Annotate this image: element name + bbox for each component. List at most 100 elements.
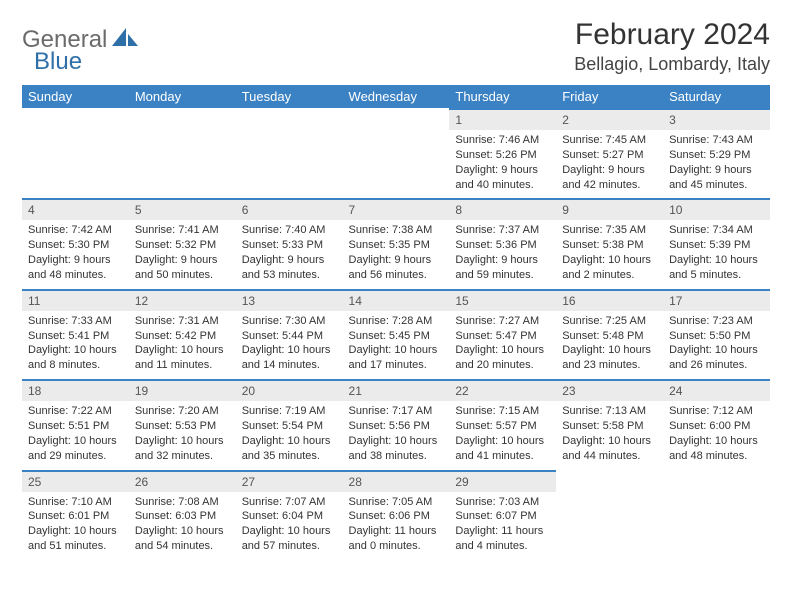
day-body: Sunrise: 7:03 AMSunset: 6:07 PMDaylight:… — [449, 495, 556, 554]
sunrise-text: Sunrise: 7:05 AM — [349, 495, 444, 510]
sunrise-text: Sunrise: 7:41 AM — [135, 223, 230, 238]
daylight-text: Daylight: 10 hours and 38 minutes. — [349, 434, 444, 464]
sunrise-text: Sunrise: 7:12 AM — [669, 404, 764, 419]
calendar-day-cell: 14Sunrise: 7:28 AMSunset: 5:45 PMDayligh… — [343, 289, 450, 379]
calendar-day-cell: 12 Sunrise: 7:31 AMSunset: 5:42 PMDayligh… — [129, 289, 236, 379]
calendar-day-cell: 20Sunrise: 7:19 AMSunset: 5:54 PMDayligh… — [236, 379, 343, 469]
day-number: 25 — [22, 470, 129, 492]
calendar-day-cell: 1 Sunrise: 7:46 AMSunset: 5:26 PMDaylight… — [449, 108, 556, 198]
day-body: Sunrise: 7:41 AMSunset: 5:32 PMDaylight:… — [129, 223, 236, 282]
day-number: 18 — [22, 379, 129, 401]
day-number: 15 — [449, 289, 556, 311]
daylight-text: Daylight: 10 hours and 54 minutes. — [135, 524, 230, 554]
calendar-day-cell: 22 Sunrise: 7:15 AMSunset: 5:57 PMDayligh… — [449, 379, 556, 469]
calendar-empty-cell — [663, 470, 770, 560]
sunset-text: Sunset: 5:53 PM — [135, 419, 230, 434]
day-number: 16 — [556, 289, 663, 311]
sunrise-text: Sunrise: 7:23 AM — [669, 314, 764, 329]
weekday-header: Saturday — [663, 85, 770, 108]
sunset-text: Sunset: 5:26 PM — [455, 148, 550, 163]
day-number: 21 — [343, 379, 450, 401]
sunrise-text: Sunrise: 7:15 AM — [455, 404, 550, 419]
sunrise-text: Sunrise: 7:03 AM — [455, 495, 550, 510]
day-body: Sunrise: 7:38 AMSunset: 5:35 PMDaylight:… — [343, 223, 450, 282]
day-number: 24 — [663, 379, 770, 401]
daylight-text: Daylight: 9 hours and 59 minutes. — [455, 253, 550, 283]
day-number: 26 — [129, 470, 236, 492]
sunset-text: Sunset: 5:39 PM — [669, 238, 764, 253]
day-number: 1 — [449, 108, 556, 130]
daylight-text: Daylight: 10 hours and 41 minutes. — [455, 434, 550, 464]
weekday-header: Tuesday — [236, 85, 343, 108]
sunrise-text: Sunrise: 7:08 AM — [135, 495, 230, 510]
day-body: Sunrise: 7:17 AMSunset: 5:56 PMDaylight:… — [343, 404, 450, 463]
calendar-day-cell: 29Sunrise: 7:03 AMSunset: 6:07 PMDayligh… — [449, 470, 556, 560]
day-body: Sunrise: 7:10 AMSunset: 6:01 PMDaylight:… — [22, 495, 129, 554]
sunrise-text: Sunrise: 7:31 AM — [135, 314, 230, 329]
day-body: Sunrise: 7:08 AMSunset: 6:03 PMDaylight:… — [129, 495, 236, 554]
day-number: 7 — [343, 198, 450, 220]
weekday-header: Thursday — [449, 85, 556, 108]
header: General February 2024 Bellagio, Lombardy… — [22, 18, 770, 75]
day-body: Sunrise: 7:07 AMSunset: 6:04 PMDaylight:… — [236, 495, 343, 554]
calendar-body: 1Sunrise: 7:46 AMSunset: 5:26 PMDaylight… — [22, 108, 770, 560]
sunrise-text: Sunrise: 7:17 AM — [349, 404, 444, 419]
calendar-day-cell: 28Sunrise: 7:05 AMSunset: 6:06 PMDayligh… — [343, 470, 450, 560]
day-body: Sunrise: 7:37 AMSunset: 5:36 PMDaylight:… — [449, 223, 556, 282]
sunset-text: Sunset: 5:32 PM — [135, 238, 230, 253]
day-body: Sunrise: 7:31 AMSunset: 5:42 PMDaylight:… — [129, 314, 236, 373]
sunrise-text: Sunrise: 7:33 AM — [28, 314, 123, 329]
calendar-week-row: 4Sunrise: 7:42 AMSunset: 5:30 PMDaylight… — [22, 198, 770, 288]
daylight-text: Daylight: 9 hours and 53 minutes. — [242, 253, 337, 283]
day-body: Sunrise: 7:23 AMSunset: 5:50 PMDaylight:… — [663, 314, 770, 373]
sunrise-text: Sunrise: 7:42 AM — [28, 223, 123, 238]
calendar-day-cell: 3Sunrise: 7:43 AMSunset: 5:29 PMDaylight… — [663, 108, 770, 198]
daylight-text: Daylight: 9 hours and 56 minutes. — [349, 253, 444, 283]
calendar-day-cell: 24Sunrise: 7:12 AMSunset: 6:00 PMDayligh… — [663, 379, 770, 469]
day-body: Sunrise: 7:15 AMSunset: 5:57 PMDaylight:… — [449, 404, 556, 463]
sunset-text: Sunset: 6:07 PM — [455, 509, 550, 524]
day-number: 12 — [129, 289, 236, 311]
calendar-day-cell: 27Sunrise: 7:07 AMSunset: 6:04 PMDayligh… — [236, 470, 343, 560]
day-body: Sunrise: 7:34 AMSunset: 5:39 PMDaylight:… — [663, 223, 770, 282]
day-number: 23 — [556, 379, 663, 401]
sunset-text: Sunset: 5:45 PM — [349, 329, 444, 344]
day-body: Sunrise: 7:25 AMSunset: 5:48 PMDaylight:… — [556, 314, 663, 373]
sunset-text: Sunset: 5:38 PM — [562, 238, 657, 253]
sunset-text: Sunset: 5:29 PM — [669, 148, 764, 163]
logo-word2: Blue — [34, 48, 82, 76]
sunset-text: Sunset: 5:42 PM — [135, 329, 230, 344]
day-number: 28 — [343, 470, 450, 492]
calendar-week-row: 11Sunrise: 7:33 AMSunset: 5:41 PMDayligh… — [22, 289, 770, 379]
location: Bellagio, Lombardy, Italy — [574, 54, 770, 75]
daylight-text: Daylight: 11 hours and 0 minutes. — [349, 524, 444, 554]
sunrise-text: Sunrise: 7:46 AM — [455, 133, 550, 148]
calendar-week-row: 1Sunrise: 7:46 AMSunset: 5:26 PMDaylight… — [22, 108, 770, 198]
sunset-text: Sunset: 5:35 PM — [349, 238, 444, 253]
weekday-header-row: SundayMondayTuesdayWednesdayThursdayFrid… — [22, 85, 770, 108]
day-number: 6 — [236, 198, 343, 220]
daylight-text: Daylight: 10 hours and 17 minutes. — [349, 343, 444, 373]
daylight-text: Daylight: 10 hours and 8 minutes. — [28, 343, 123, 373]
calendar-day-cell: 18Sunrise: 7:22 AMSunset: 5:51 PMDayligh… — [22, 379, 129, 469]
calendar-day-cell: 25 Sunrise: 7:10 AMSunset: 6:01 PMDayligh… — [22, 470, 129, 560]
title-block: February 2024 Bellagio, Lombardy, Italy — [574, 18, 770, 75]
day-number: 22 — [449, 379, 556, 401]
sunrise-text: Sunrise: 7:13 AM — [562, 404, 657, 419]
calendar-empty-cell — [129, 108, 236, 198]
day-body: Sunrise: 7:43 AMSunset: 5:29 PMDaylight:… — [663, 133, 770, 192]
calendar-table: SundayMondayTuesdayWednesdayThursdayFrid… — [22, 85, 770, 560]
calendar-day-cell: 13Sunrise: 7:30 AMSunset: 5:44 PMDayligh… — [236, 289, 343, 379]
daylight-text: Daylight: 10 hours and 5 minutes. — [669, 253, 764, 283]
sunset-text: Sunset: 6:00 PM — [669, 419, 764, 434]
sunset-text: Sunset: 5:54 PM — [242, 419, 337, 434]
daylight-text: Daylight: 9 hours and 45 minutes. — [669, 163, 764, 193]
calendar-day-cell: 8Sunrise: 7:37 AMSunset: 5:36 PMDaylight… — [449, 198, 556, 288]
calendar-day-cell: 4Sunrise: 7:42 AMSunset: 5:30 PMDaylight… — [22, 198, 129, 288]
day-number: 11 — [22, 289, 129, 311]
day-body: Sunrise: 7:46 AMSunset: 5:26 PMDaylight:… — [449, 133, 556, 192]
day-number: 5 — [129, 198, 236, 220]
daylight-text: Daylight: 10 hours and 26 minutes. — [669, 343, 764, 373]
calendar-day-cell: 9Sunrise: 7:35 AMSunset: 5:38 PMDaylight… — [556, 198, 663, 288]
weekday-header: Friday — [556, 85, 663, 108]
